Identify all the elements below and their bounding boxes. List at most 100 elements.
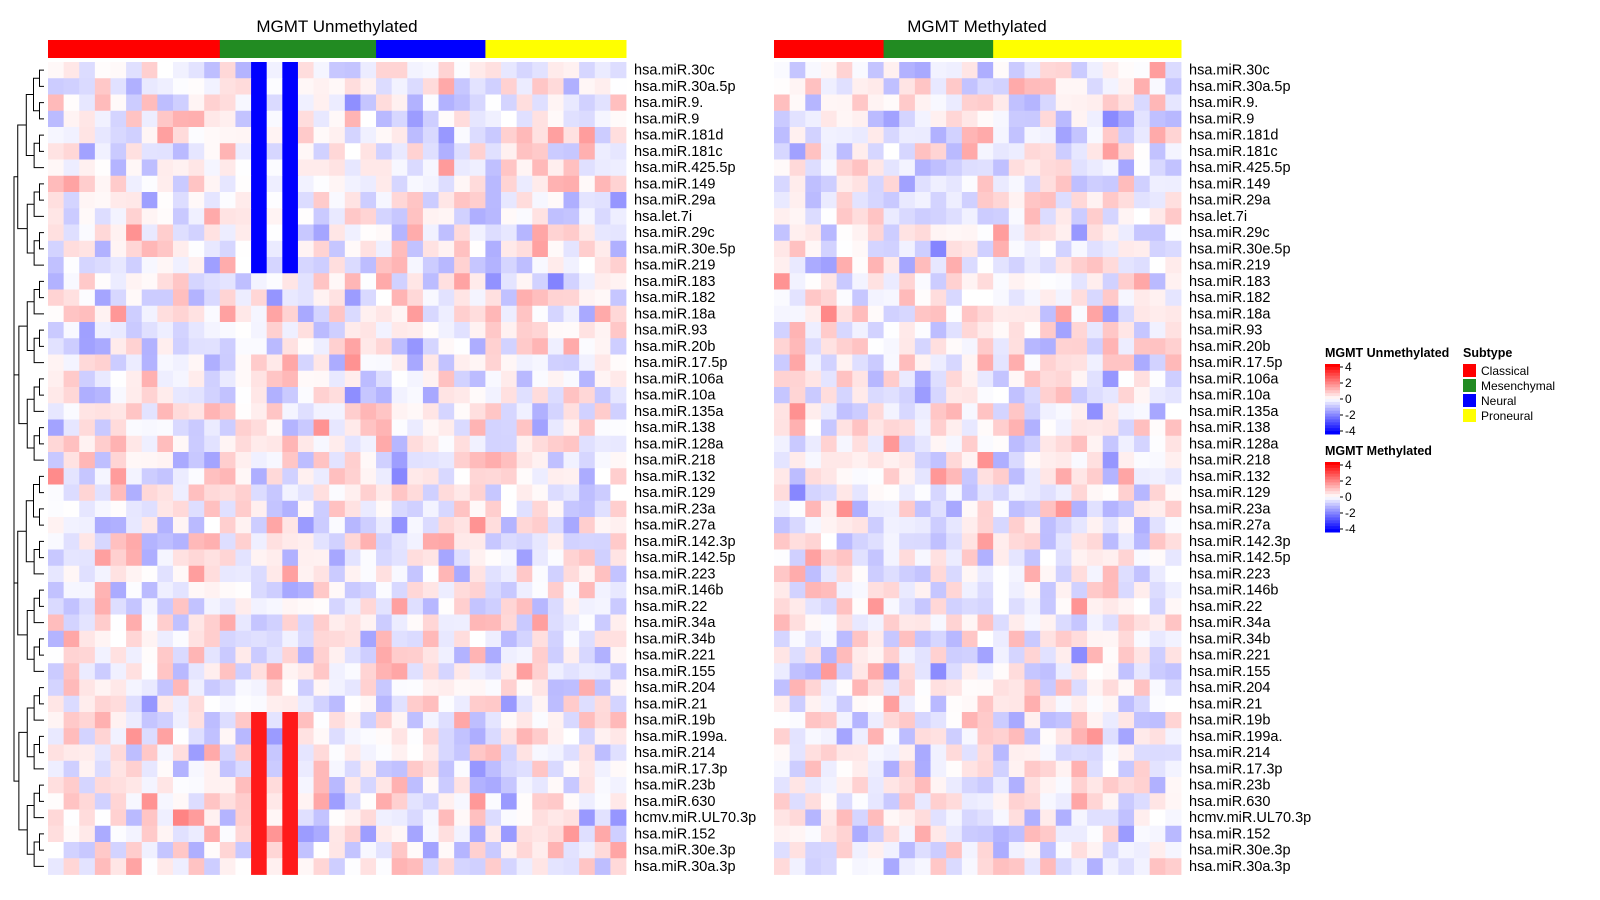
- row-label: hsa.miR.223: [1189, 566, 1270, 582]
- heatmap-cell: [1071, 663, 1088, 680]
- heatmap-cell: [946, 403, 963, 420]
- dendrogram-branch: [39, 589, 44, 607]
- heatmap-cell: [344, 403, 361, 420]
- row-label: hsa.miR.425.5p: [634, 160, 736, 176]
- heatmap-cell: [48, 809, 65, 827]
- heatmap-cell: [407, 663, 424, 680]
- heatmap-cell: [899, 647, 916, 664]
- heatmap-cell: [235, 110, 252, 128]
- heatmap-cell: [251, 110, 268, 128]
- heatmap-cell: [993, 387, 1010, 404]
- heatmap-cell: [282, 305, 299, 323]
- heatmap-cell: [63, 354, 80, 372]
- heatmap-cell: [532, 240, 549, 258]
- heatmap-cell: [313, 257, 330, 274]
- heatmap-cell: [141, 240, 158, 258]
- dendrogram-branch: [39, 280, 44, 299]
- heatmap-cell: [883, 62, 900, 79]
- heatmap-cell: [407, 305, 424, 323]
- color-scale-step: [1325, 378, 1340, 382]
- heatmap-cell: [1024, 387, 1041, 404]
- heatmap-cell: [344, 809, 361, 827]
- heatmap-cell: [993, 760, 1010, 778]
- heatmap-cell: [836, 777, 853, 794]
- color-scale-step: [1325, 416, 1340, 420]
- heatmap-cell: [852, 175, 869, 193]
- panel-methylated: MGMT Methylatedhsa.miR.30chsa.miR.30a.5p…: [774, 17, 1311, 875]
- heatmap-cell: [563, 452, 580, 469]
- heatmap-cell: [282, 240, 299, 258]
- heatmap-cell: [516, 403, 533, 420]
- heatmap-cell: [266, 94, 283, 112]
- heatmap-cell: [579, 338, 596, 355]
- heatmap-cell: [266, 793, 283, 810]
- heatmap-cell: [789, 728, 806, 745]
- heatmap-cell: [1024, 728, 1041, 745]
- heatmap-cell: [501, 289, 518, 307]
- heatmap-cell: [172, 192, 189, 209]
- heatmap-cell: [1102, 403, 1119, 420]
- heatmap-cell: [1118, 127, 1135, 144]
- heatmap-cell: [297, 110, 314, 128]
- heatmap-cell: [961, 500, 978, 518]
- color-scale-step: [1325, 473, 1340, 478]
- heatmap-cell: [547, 549, 564, 567]
- heatmap-cell: [251, 273, 268, 290]
- heatmap-cell: [469, 257, 486, 274]
- heatmap-cell: [1134, 517, 1151, 534]
- heatmap-cell: [594, 809, 611, 827]
- heatmap-cell: [961, 110, 978, 128]
- heatmap-cell: [63, 582, 80, 599]
- heatmap-cell: [1165, 435, 1182, 453]
- heatmap-cell: [329, 760, 346, 778]
- heatmap-cell: [313, 663, 330, 680]
- heatmap-cell: [961, 712, 978, 729]
- heatmap-cell: [235, 143, 252, 160]
- heatmap-cell: [1134, 858, 1151, 875]
- heatmap-cell: [1118, 224, 1135, 242]
- heatmap-cell: [610, 175, 627, 193]
- heatmap-cell: [126, 435, 143, 453]
- row-label: hsa.miR.23a: [1189, 501, 1271, 517]
- heatmap-cell: [94, 858, 111, 875]
- heatmap-cell: [422, 305, 439, 323]
- heatmap-cell: [914, 143, 931, 160]
- heatmap-cell: [48, 240, 65, 258]
- heatmap-cell: [836, 842, 853, 859]
- heatmap-cell: [961, 419, 978, 437]
- heatmap-cell: [532, 305, 549, 323]
- heatmap-cell: [914, 614, 931, 632]
- heatmap-cell: [94, 354, 111, 372]
- heatmap-cell: [1087, 370, 1104, 388]
- heatmap-cell: [266, 549, 283, 567]
- row-label: hsa.miR.138: [634, 420, 715, 436]
- heatmap-cell: [422, 78, 439, 95]
- heatmap-cell: [1087, 695, 1104, 713]
- heatmap-cell: [391, 517, 408, 534]
- heatmap-cell: [1008, 679, 1025, 697]
- heatmap-cell: [1149, 679, 1166, 697]
- heatmap-cell: [579, 858, 596, 875]
- heatmap-cell: [532, 598, 549, 615]
- heatmap-cell: [48, 549, 65, 567]
- heatmap-cell: [930, 663, 947, 680]
- row-label: hsa.miR.17.3p: [1189, 761, 1283, 777]
- heatmap-cell: [1149, 370, 1166, 388]
- heatmap-cell: [297, 500, 314, 518]
- heatmap-cell: [282, 127, 299, 144]
- heatmap-cell: [360, 354, 377, 372]
- heatmap-cell: [126, 858, 143, 875]
- heatmap-cell: [1165, 62, 1182, 79]
- heatmap-cell: [266, 679, 283, 697]
- heatmap-cell: [579, 143, 596, 160]
- heatmap-cell: [946, 663, 963, 680]
- heatmap-cell: [469, 338, 486, 355]
- heatmap-cell: [1134, 208, 1151, 225]
- heatmap-cell: [836, 322, 853, 339]
- heatmap-cell: [993, 858, 1010, 875]
- heatmap-cell: [899, 435, 916, 453]
- heatmap-cell: [188, 387, 205, 404]
- heatmap-cell: [1102, 793, 1119, 810]
- heatmap-cell: [914, 78, 931, 95]
- heatmap-cell: [532, 159, 549, 177]
